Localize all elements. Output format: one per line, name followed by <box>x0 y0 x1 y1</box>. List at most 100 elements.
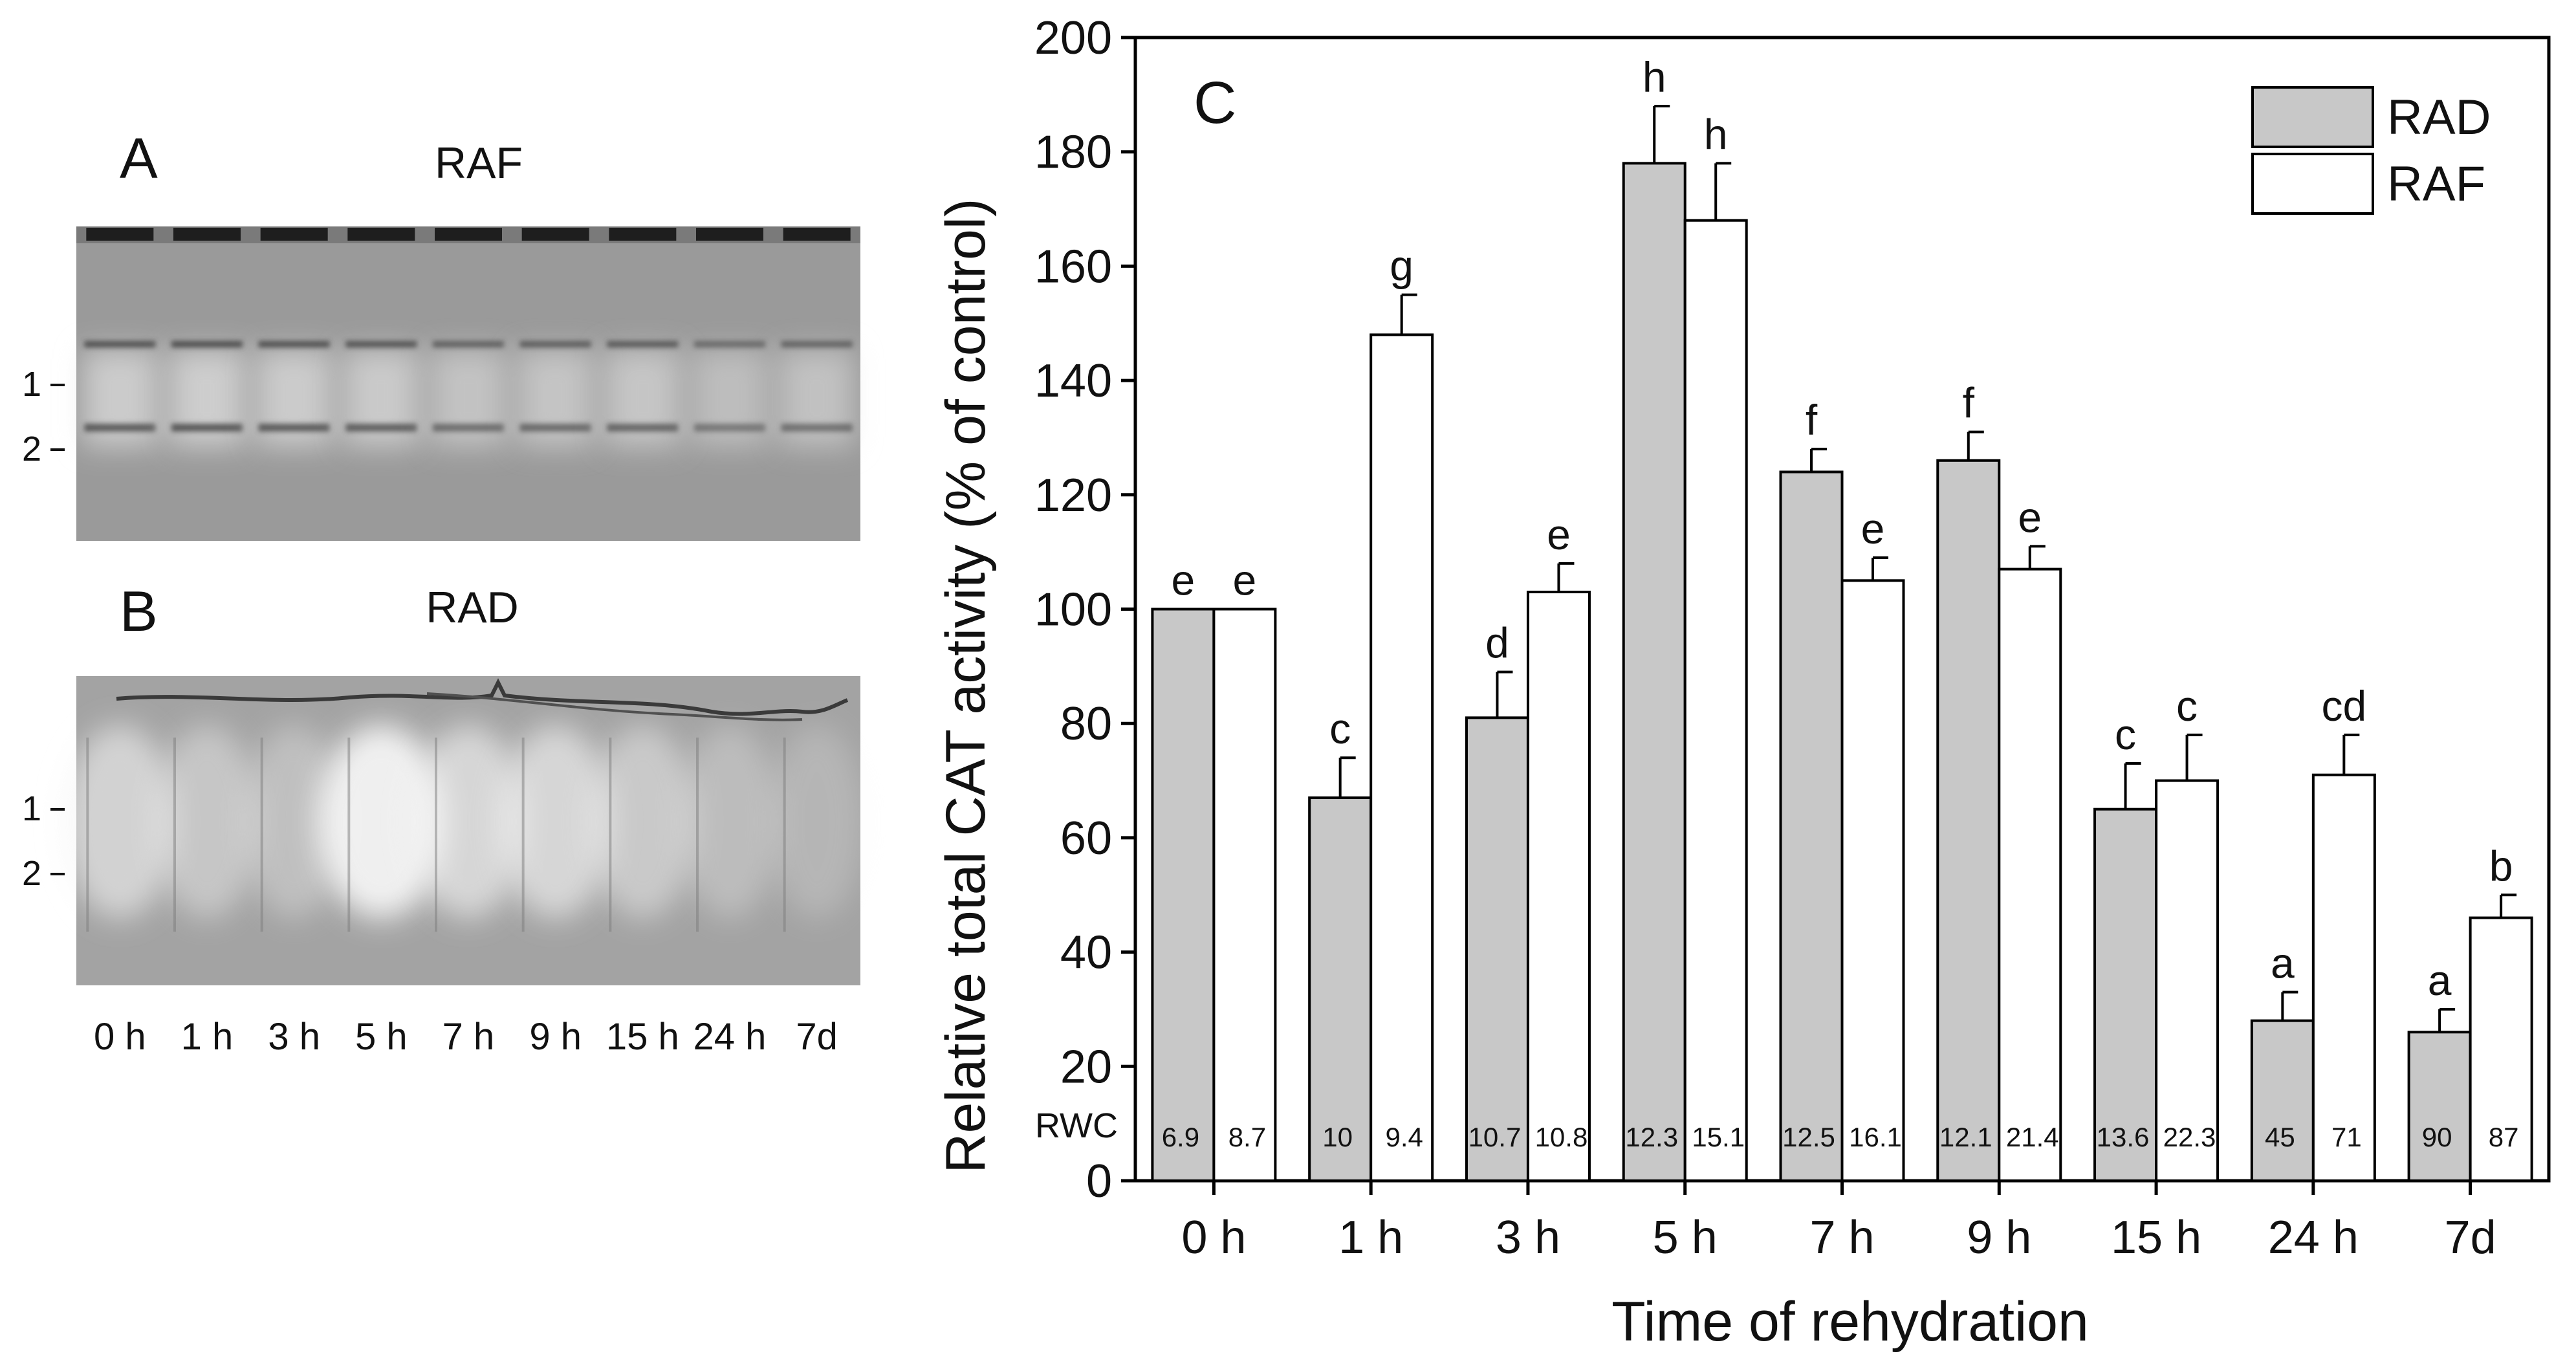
rwc-value: 6.9 <box>1162 1122 1199 1152</box>
significance-letter: d <box>1485 619 1509 667</box>
significance-letter: b <box>2489 842 2513 890</box>
x-tick-label: 24 h <box>2268 1212 2359 1264</box>
panel-a: A RAF 1 2 <box>22 126 860 541</box>
rwc-value: 16.1 <box>1849 1122 1902 1152</box>
gel-a-band-1 <box>607 341 679 347</box>
significance-letter: c <box>2115 710 2136 758</box>
rwc-value: 21.4 <box>2006 1122 2059 1152</box>
significance-letter: cd <box>2321 682 2366 730</box>
legend-label-raf: RAF <box>2387 157 2485 212</box>
rwc-value: 12.1 <box>1939 1122 1992 1152</box>
gel-a-band-1 <box>694 341 765 347</box>
gel-b-smear <box>498 725 613 919</box>
panel-b-letter: B <box>120 579 158 643</box>
x-tick-label: 9 h <box>1967 1212 2031 1264</box>
gel-lane-label: 5 h <box>355 1016 408 1058</box>
gel-b-band-label-2: 2 <box>22 854 41 893</box>
gel-b-smear <box>63 725 176 919</box>
gel-a-halo <box>692 349 767 446</box>
bar-rad <box>1622 162 1686 1182</box>
chart-x-axis-label: Time of rehydration <box>1611 1291 2089 1353</box>
gel-b-lanes <box>63 725 864 932</box>
significance-letter: e <box>1172 556 1195 604</box>
gel-b <box>63 676 864 985</box>
bar-raf <box>1526 590 1591 1182</box>
rwc-value: 9.4 <box>1385 1122 1423 1152</box>
gel-a-halo <box>169 349 245 446</box>
gel-b-band-label-1: 1 <box>22 789 41 828</box>
gel-a-band-1 <box>258 341 330 347</box>
gel-a-band-label-1: 1 <box>22 365 41 404</box>
rwc-value: 12.5 <box>1782 1122 1835 1152</box>
bar-rad <box>1779 470 1844 1183</box>
gel-a <box>76 226 860 541</box>
x-tick-label: 5 h <box>1653 1212 1718 1264</box>
gel-lane-label: 7 h <box>442 1016 495 1058</box>
gel-b-smear <box>681 725 779 919</box>
x-tick-label: 7 h <box>1809 1212 1874 1264</box>
panel-a-letter: A <box>120 126 158 190</box>
bar-raf <box>1212 608 1277 1182</box>
chart-annotations: e 6.9 e 8.7 c 10 g 9.4 d 10.7 e 10.8 h 12.3 h 15.1 f 12.5… <box>1162 53 2519 1152</box>
gel-lane-label: 24 h <box>693 1016 767 1058</box>
x-tick-label: 1 h <box>1338 1212 1403 1264</box>
gel-lane-labels: 0 h 1 h 3 h 5 h 7 h 9 h 15 h 24 h 7d <box>94 1016 838 1058</box>
chart-axes: 0 20 40 60 80 100 120 140 160 180 200 0 h 1 h 3 h 5 h 7… <box>1034 12 2551 1264</box>
gel-a-band-2 <box>694 424 765 432</box>
significance-letter: c <box>1329 705 1351 752</box>
significance-letter: f <box>1806 396 1818 444</box>
x-tick-label: 3 h <box>1496 1212 1560 1264</box>
significance-letter: f <box>1963 379 1975 427</box>
gel-b-smear <box>769 725 864 919</box>
gel-lane-label: 1 h <box>181 1016 234 1058</box>
legend-label-rad: RAD <box>2387 90 2491 145</box>
y-tick-label: 200 <box>1034 12 1112 64</box>
gel-lane-label: 3 h <box>268 1016 320 1058</box>
gel-lane-label: 7d <box>796 1016 838 1058</box>
panel-b-title: RAD <box>426 583 519 632</box>
gel-a-band-2 <box>519 424 591 432</box>
gel-a-halo <box>431 349 506 446</box>
gel-a-band-2 <box>84 424 156 432</box>
rwc-value: 13.6 <box>2097 1122 2150 1152</box>
gel-a-well <box>609 228 677 241</box>
gel-a-band-2 <box>345 424 417 432</box>
gel-a-halo <box>82 349 158 446</box>
chart-rwc-label: RWC <box>1035 1106 1118 1145</box>
gel-a-band-label-2: 2 <box>22 430 41 468</box>
bar-rad <box>2250 1019 2315 1182</box>
y-tick-label: 60 <box>1060 813 1112 864</box>
gel-a-well <box>347 228 415 241</box>
gel-a-well <box>521 228 589 241</box>
y-tick-label: 160 <box>1034 241 1112 292</box>
chart-y-axis-label: Relative total CAT activity (% of contro… <box>935 198 997 1173</box>
bar-raf <box>2155 779 2220 1183</box>
bar-rad <box>1465 716 1529 1182</box>
gel-b-smear <box>244 725 345 919</box>
rwc-value: 8.7 <box>1228 1122 1266 1152</box>
significance-letter: c <box>2176 682 2198 730</box>
gel-a-band-2 <box>258 424 330 432</box>
gel-lane-label: 9 h <box>529 1016 582 1058</box>
y-tick-label: 20 <box>1060 1041 1112 1093</box>
gel-a-band-2 <box>171 424 243 432</box>
gel-a-well <box>173 228 241 241</box>
rwc-value: 10.7 <box>1468 1122 1522 1152</box>
gel-a-halo <box>518 349 593 446</box>
legend-swatch-raf <box>2251 153 2374 215</box>
y-tick-label: 140 <box>1034 355 1112 407</box>
gel-b-top-crack-2 <box>426 692 803 721</box>
gel-lane-label: 15 h <box>606 1016 679 1058</box>
bar-raf <box>2469 916 2533 1182</box>
gel-a-band-2 <box>433 424 504 432</box>
gel-a-band-1 <box>519 341 591 347</box>
rwc-value: 90 <box>2422 1122 2452 1152</box>
gel-a-lanes <box>82 228 855 446</box>
bar-raf <box>1998 567 2062 1182</box>
rwc-value: 15.1 <box>1692 1122 1745 1152</box>
gel-a-halo <box>779 349 855 446</box>
gel-a-well <box>783 228 851 241</box>
gel-a-band-1 <box>84 341 156 347</box>
significance-letter: e <box>1547 510 1571 558</box>
